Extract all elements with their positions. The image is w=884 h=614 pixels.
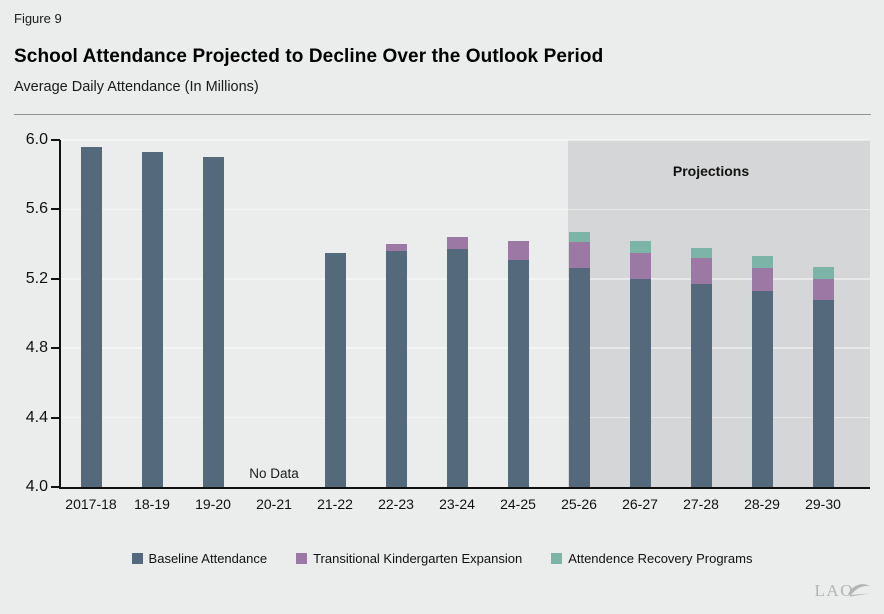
header-divider xyxy=(14,114,871,115)
y-axis-tick xyxy=(51,139,60,141)
y-tick-label: 5.2 xyxy=(25,269,48,287)
bar-segment-recovery-25-26 xyxy=(568,231,590,243)
x-tick-label-29-30: 29-30 xyxy=(805,496,841,512)
bar-segment-tk-expansion-22-23 xyxy=(385,244,407,252)
x-tick-label-19-20: 19-20 xyxy=(195,496,231,512)
x-tick-label-18-19: 18-19 xyxy=(134,496,170,512)
y-tick-label: 5.6 xyxy=(25,200,48,218)
y-tick-label: 4.0 xyxy=(25,478,48,495)
bar-segment-baseline-27-28 xyxy=(690,284,712,487)
legend-item: Attendence Recovery Programs xyxy=(551,551,752,566)
bar-segment-baseline-18-19 xyxy=(141,152,163,487)
y-tick-label: 4.4 xyxy=(25,408,48,426)
bar-segment-tk-expansion-24-25 xyxy=(507,240,529,260)
legend-swatch-baseline xyxy=(131,553,143,564)
bar-segment-baseline-29-30 xyxy=(812,299,834,487)
x-tick-label-22-23: 22-23 xyxy=(378,496,414,512)
chart-legend: Baseline Attendance Transitional Kinderga… xyxy=(0,551,884,566)
bar-segment-baseline-26-27 xyxy=(629,278,651,487)
figure-label: Figure 9 xyxy=(14,11,62,26)
legend-swatch-tk-expansion xyxy=(296,553,308,564)
x-tick-label-26-27: 26-27 xyxy=(622,496,658,512)
x-axis-line xyxy=(59,487,870,489)
bar-segment-baseline-25-26 xyxy=(568,268,590,487)
bar-segment-baseline-23-24 xyxy=(446,249,468,487)
x-tick-label-21-22: 21-22 xyxy=(317,496,353,512)
y-tick-label: 6.0 xyxy=(25,131,48,148)
figure-subtitle: Average Daily Attendance (In Millions) xyxy=(14,79,259,95)
bar-segment-recovery-26-27 xyxy=(629,240,651,253)
figure-title: School Attendance Projected to Decline O… xyxy=(14,46,604,67)
gridline xyxy=(61,139,870,141)
x-tick-label-2017-18: 2017-18 xyxy=(65,496,117,512)
bar-segment-tk-expansion-26-27 xyxy=(629,252,651,279)
legend-label: Baseline Attendance xyxy=(148,551,268,566)
bar-segment-tk-expansion-23-24 xyxy=(446,237,468,250)
legend-label: Attendence Recovery Programs xyxy=(568,551,753,566)
bar-segment-baseline-19-20 xyxy=(202,157,224,487)
bar-segment-baseline-22-23 xyxy=(385,251,407,487)
lao-logo: LAO xyxy=(815,581,871,601)
no-data-label: No Data xyxy=(249,466,299,481)
bar-segment-tk-expansion-28-29 xyxy=(751,268,773,291)
y-tick-label: 4.8 xyxy=(25,339,48,357)
y-axis-tick xyxy=(51,347,60,350)
x-tick-label-25-26: 25-26 xyxy=(561,496,597,512)
x-tick-label-27-28: 27-28 xyxy=(683,496,719,512)
lao-quill-icon xyxy=(848,584,870,597)
bar-segment-baseline-21-22 xyxy=(324,252,346,487)
bar-segment-recovery-29-30 xyxy=(812,266,834,279)
y-axis-tick xyxy=(51,277,60,280)
bar-segment-tk-expansion-25-26 xyxy=(568,242,590,269)
x-tick-label-23-24: 23-24 xyxy=(439,496,475,512)
y-axis-tick xyxy=(51,486,60,488)
legend-swatch-recovery xyxy=(551,553,563,564)
legend-label: Transitional Kindergarten Expansion xyxy=(313,551,523,566)
gridline xyxy=(61,208,870,211)
bar-segment-baseline-24-25 xyxy=(507,259,529,487)
y-axis-tick xyxy=(51,208,60,211)
bar-segment-recovery-28-29 xyxy=(751,256,773,269)
bar-segment-recovery-27-28 xyxy=(690,247,712,258)
projections-label: Projections xyxy=(672,163,750,179)
x-tick-label-20-21: 20-21 xyxy=(256,496,292,512)
x-tick-label-24-25: 24-25 xyxy=(500,496,536,512)
bar-segment-baseline-2017-18 xyxy=(80,146,102,487)
bar-segment-tk-expansion-27-28 xyxy=(690,257,712,284)
bar-segment-baseline-28-29 xyxy=(751,290,773,487)
legend-item: Baseline Attendance xyxy=(131,551,268,566)
bar-segment-tk-expansion-29-30 xyxy=(812,278,834,300)
y-axis-tick xyxy=(51,416,60,419)
legend-item: Transitional Kindergarten Expansion xyxy=(296,551,522,566)
lao-logo-text: LAO xyxy=(814,581,854,600)
x-tick-label-28-29: 28-29 xyxy=(744,496,780,512)
y-axis-line xyxy=(59,140,61,489)
